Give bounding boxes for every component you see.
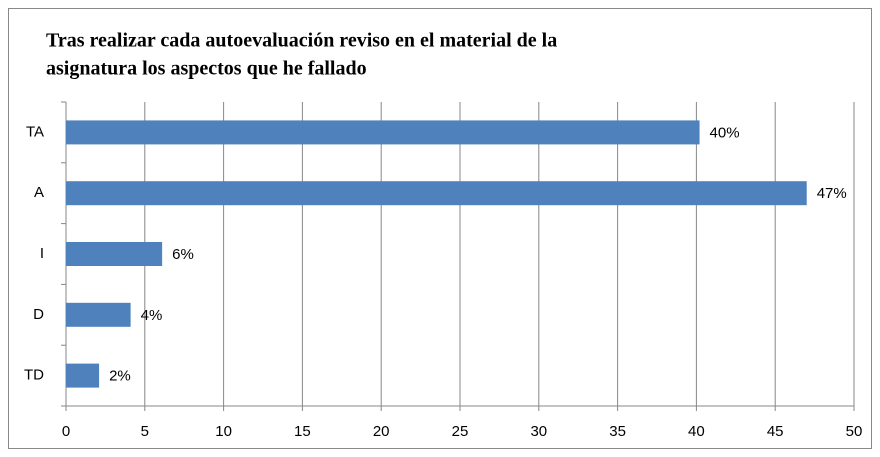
- chart-title: Tras realizar cada autoevaluación reviso…: [46, 30, 557, 52]
- x-tick-label: 5: [141, 423, 149, 440]
- bar: [66, 302, 131, 327]
- y-tick-label: I: [40, 245, 44, 262]
- data-label: 40%: [710, 124, 740, 141]
- x-tick-label: 0: [62, 423, 70, 440]
- x-tick-label: 40: [688, 423, 705, 440]
- bar: [66, 181, 807, 206]
- y-tick-label: TD: [24, 367, 44, 384]
- data-label: 4%: [141, 307, 163, 324]
- x-tick-label: 50: [846, 423, 863, 440]
- bar: [66, 242, 163, 266]
- data-label: 47%: [817, 185, 847, 202]
- x-tick-label: 30: [530, 423, 547, 440]
- data-label: 6%: [172, 246, 194, 263]
- x-tick-label: 45: [767, 423, 784, 440]
- x-tick-label: 25: [452, 423, 469, 440]
- bar: [66, 363, 100, 388]
- x-tick-label: 35: [609, 423, 626, 440]
- chart-border: [8, 8, 872, 449]
- y-tick-label: D: [33, 306, 44, 323]
- data-label: 2%: [109, 368, 131, 385]
- bar: [66, 120, 700, 145]
- x-tick-label: 20: [373, 423, 390, 440]
- chart-title: asignatura los aspectos que he fallado: [46, 58, 367, 80]
- y-tick-label: TA: [26, 123, 44, 140]
- x-tick-label: 10: [215, 423, 232, 440]
- x-tick-label: 15: [294, 423, 311, 440]
- y-tick-label: A: [34, 184, 44, 201]
